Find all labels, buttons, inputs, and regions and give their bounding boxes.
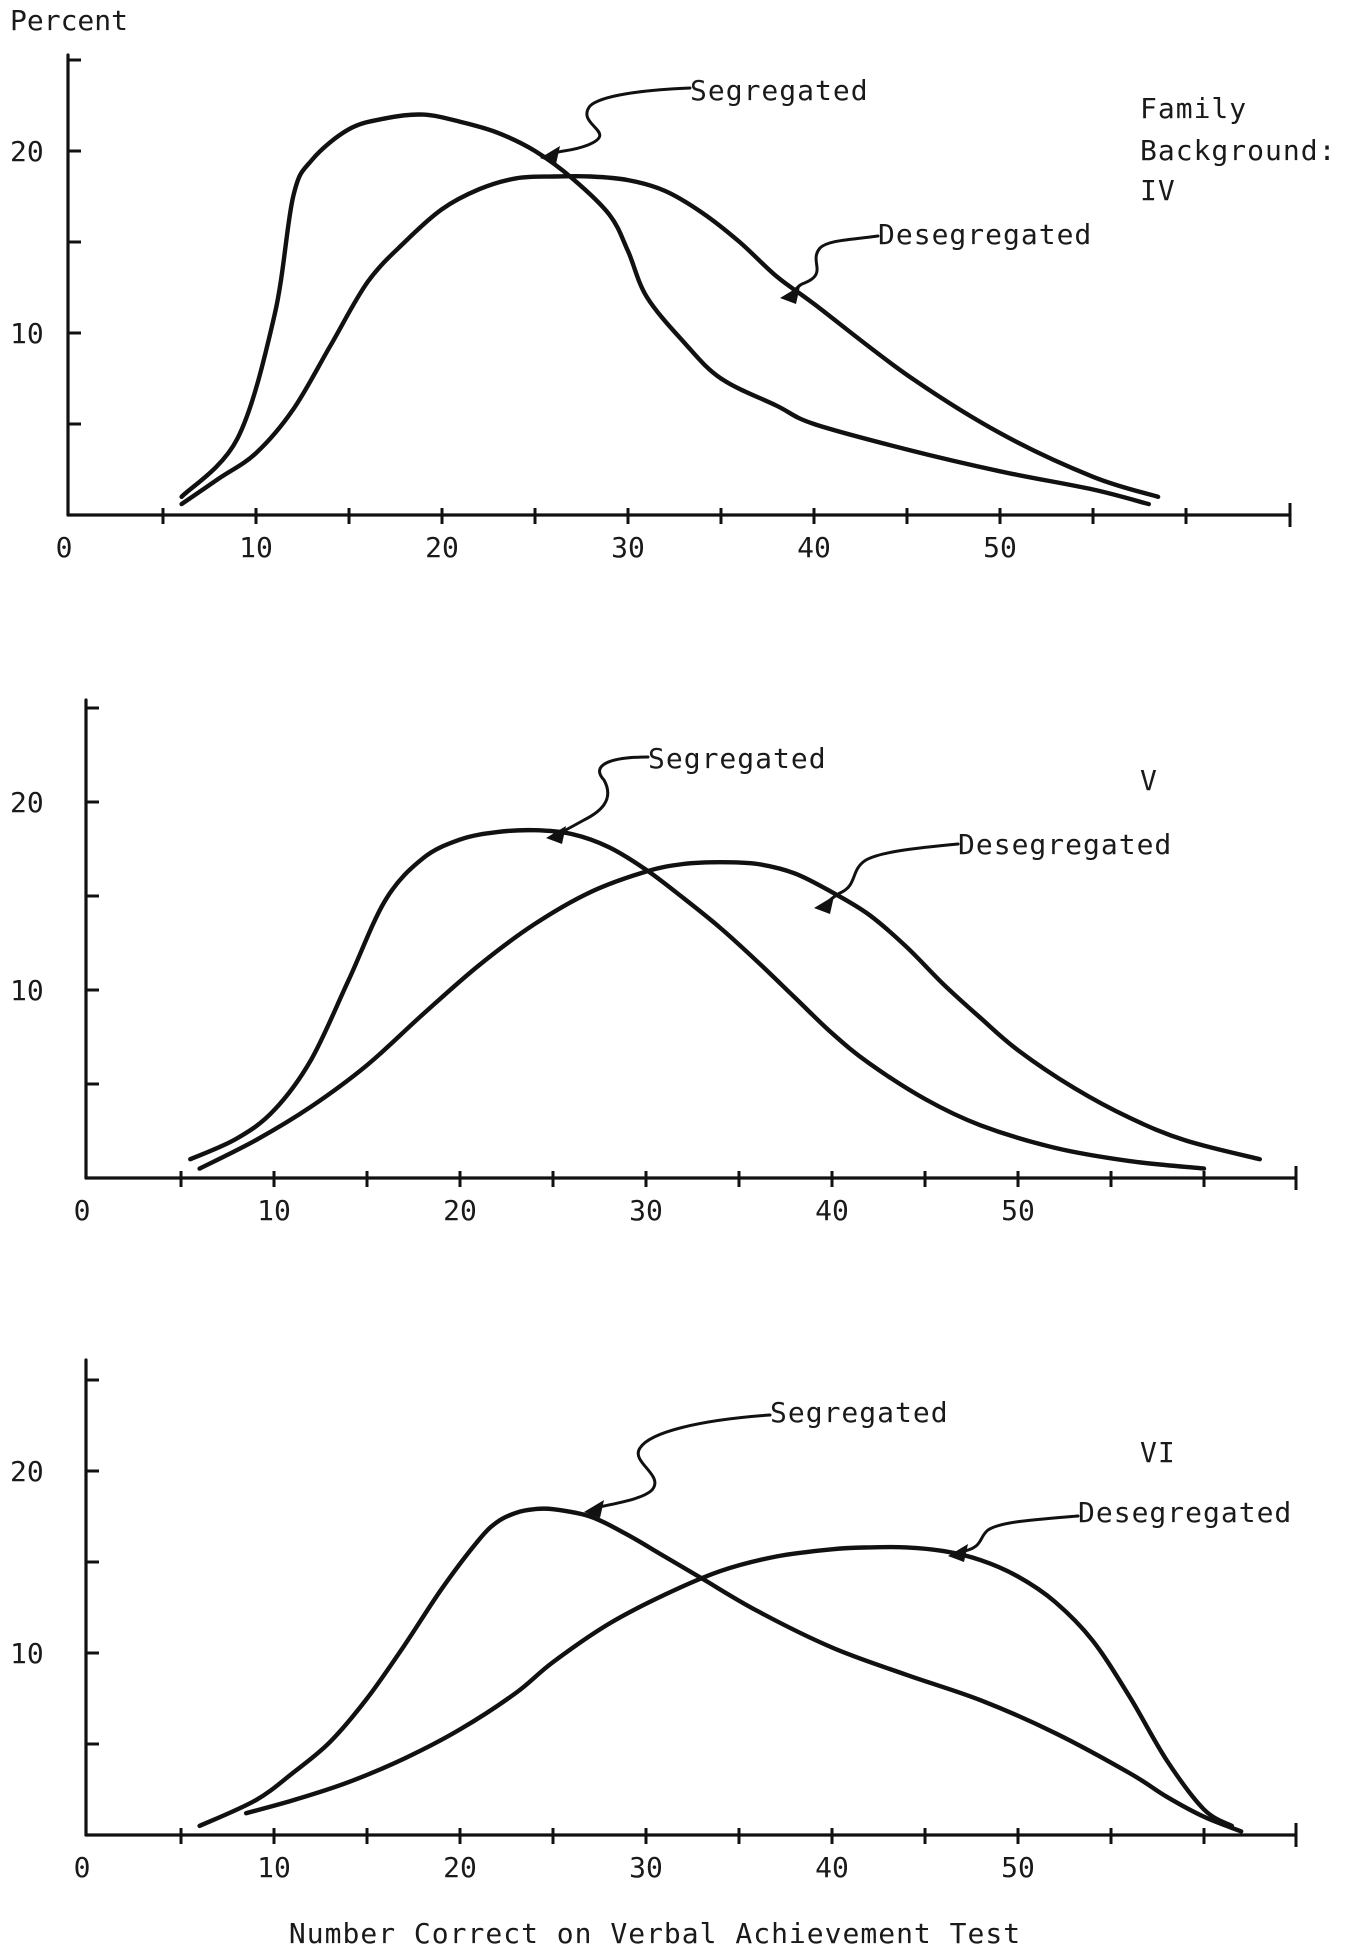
x-tick-label: 30 (611, 531, 645, 564)
panels: 0 10 20 30 40 501020SegregatedDesegregatedIV0… (10, 53, 1298, 1884)
y-tick-label: 10 (10, 974, 44, 1007)
segregated-label: Segregated (690, 74, 869, 107)
desegregated-curve (197, 860, 1262, 1171)
x-tick-label: 20 (443, 1851, 477, 1884)
panel-label: V (1140, 764, 1158, 797)
desegregated-curve (243, 1544, 1235, 1829)
segregated-leader (556, 755, 650, 836)
x-tick-label: 0 (74, 1194, 91, 1227)
x-tick-label: 30 (629, 1194, 663, 1227)
panel-label: IV (1140, 174, 1176, 207)
arrow-head-icon (780, 286, 800, 304)
y-unit-label: Percent (10, 4, 128, 37)
x-tick-label: 10 (257, 1194, 291, 1227)
legend-title-line1: Family (1140, 92, 1247, 125)
desegregated-label: Desegregated (958, 828, 1172, 861)
legend-title-line2: Background: (1140, 134, 1336, 167)
desegregated-label: Desegregated (878, 218, 1092, 251)
arrow-head-icon (584, 1500, 604, 1518)
x-tick-label: 0 (56, 531, 73, 564)
desegregated-label: Desegregated (1078, 1496, 1292, 1529)
panel-label: VI (1140, 1436, 1176, 1469)
segregated-curve (179, 112, 1151, 507)
arrow-head-icon (546, 826, 566, 844)
x-tick-label: 30 (629, 1851, 663, 1884)
x-tick-label: 40 (815, 1194, 849, 1227)
arrow-head-icon (948, 1544, 968, 1562)
x-axis-title: Number Correct on Verbal Achievement Tes… (289, 1917, 1021, 1950)
x-tick-label: 10 (239, 531, 273, 564)
segregated-leader (594, 1413, 772, 1510)
y-tick-label: 10 (10, 1637, 44, 1670)
y-tick-label: 20 (10, 786, 44, 819)
y-tick-label: 10 (10, 317, 44, 350)
x-tick-label: 10 (257, 1851, 291, 1884)
desegregated-leader (790, 234, 880, 296)
y-tick-label: 20 (10, 1455, 44, 1488)
y-tick-label: 20 (10, 135, 44, 168)
panel-2: 0 10 20 30 40 50 10 20 Segregated Desegregated V (10, 698, 1298, 1227)
x-tick-label: 20 (443, 1194, 477, 1227)
x-tick-label: 0 (74, 1851, 91, 1884)
panel-1: 0 10 20 30 40 50 10 20 Segregated Desegregated IV (10, 53, 1292, 564)
panel-3: 0 10 20 30 40 50 10 20 Segregated Desegregated VI (10, 1358, 1298, 1884)
x-tick-label: 40 (815, 1851, 849, 1884)
segregated-label: Segregated (770, 1396, 949, 1429)
x-tick-label: 20 (425, 531, 459, 564)
segregated-curve (197, 1506, 1244, 1834)
segregated-curve (188, 827, 1207, 1171)
desegregated-curve (179, 173, 1161, 507)
segregated-leader (550, 86, 692, 156)
desegregated-leader (824, 842, 960, 906)
arrow-head-icon (814, 896, 834, 914)
segregated-label: Segregated (648, 742, 827, 775)
desegregated-leader (958, 1514, 1080, 1554)
x-tick-label: 50 (983, 531, 1017, 564)
x-tick-label: 50 (1001, 1851, 1035, 1884)
x-tick-label: 40 (797, 531, 831, 564)
arrow-head-icon (540, 146, 560, 164)
x-tick-label: 50 (1001, 1194, 1035, 1227)
